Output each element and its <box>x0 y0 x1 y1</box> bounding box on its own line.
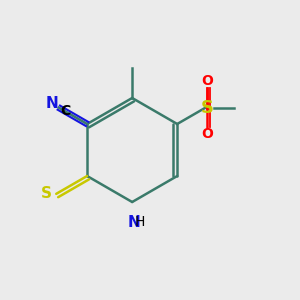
Text: N: N <box>127 215 140 230</box>
Text: H: H <box>134 215 145 230</box>
Text: O: O <box>201 128 213 141</box>
Text: O: O <box>201 74 213 88</box>
Text: S: S <box>41 186 52 201</box>
Text: N: N <box>46 96 59 111</box>
Text: S: S <box>200 99 214 117</box>
Text: C: C <box>60 104 70 118</box>
